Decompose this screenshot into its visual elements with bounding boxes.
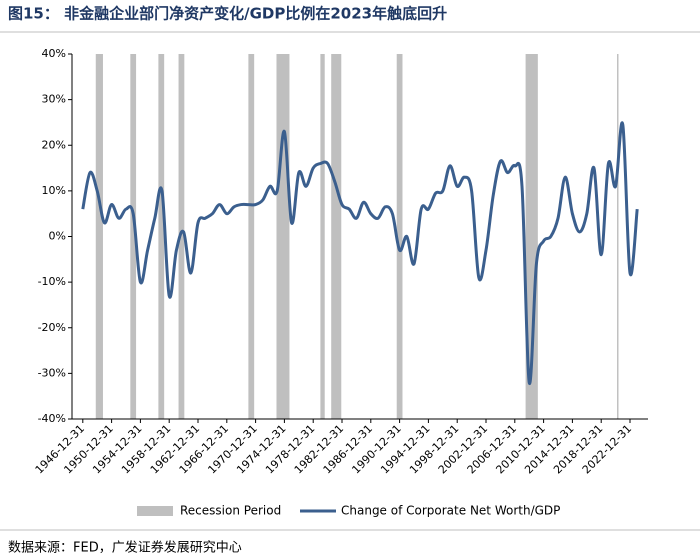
recession-band xyxy=(396,54,403,419)
y-tick-label: 10% xyxy=(42,184,66,197)
y-tick-label: 0% xyxy=(49,230,66,243)
recession-band xyxy=(248,54,255,419)
y-tick-label: -20% xyxy=(38,321,66,334)
recession-band xyxy=(95,54,103,419)
recession-band xyxy=(331,54,342,419)
legend-label: Change of Corporate Net Worth/GDP xyxy=(341,504,560,518)
source: 数据来源：FED，广发证券发展研究中心 xyxy=(8,540,242,556)
y-tick-label: 30% xyxy=(42,93,66,106)
recession-band xyxy=(158,54,165,419)
y-tick-label: -30% xyxy=(38,366,66,379)
recession-band xyxy=(617,54,619,419)
recession-band xyxy=(525,54,538,419)
recession-band xyxy=(178,54,185,419)
y-tick-label: 40% xyxy=(42,47,66,60)
recession-band xyxy=(130,54,137,419)
chart-title: 图15： 非金融企业部门净资产变化/GDP比例在2023年触底回升 xyxy=(8,5,447,23)
recession-band xyxy=(276,54,290,419)
y-tick-label: -10% xyxy=(38,275,66,288)
y-tick-label: 20% xyxy=(42,138,66,151)
y-tick-label: -40% xyxy=(38,412,66,425)
legend-swatch xyxy=(137,506,173,516)
recession-band xyxy=(320,54,325,419)
data-line xyxy=(81,121,639,385)
legend-label: Recession Period xyxy=(180,504,281,518)
